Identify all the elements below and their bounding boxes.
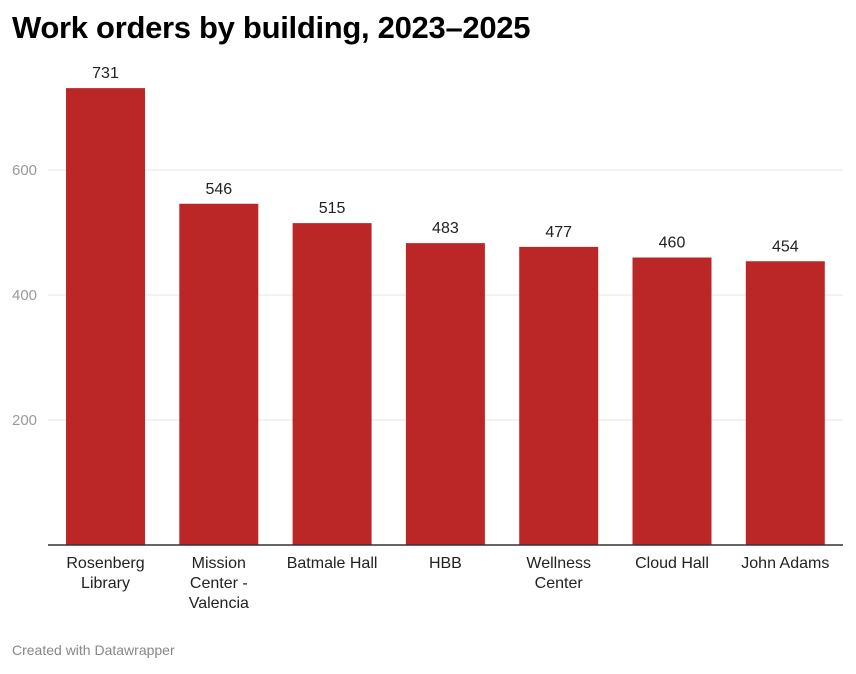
x-tick-label: Mission Center - Valencia [189,555,249,612]
bar [519,246,599,545]
x-tick-label-line: Wellness [526,555,591,572]
bar [292,223,372,545]
x-tick-label: Rosenberg Library [66,555,144,592]
x-tick-label-line: Mission [192,555,246,572]
x-tick-label-line: Cloud Hall [635,555,709,572]
x-tick-label-line: Library [81,575,130,592]
x-tick-label-line: Valencia [189,595,249,612]
x-tick-label: HBB [429,555,462,572]
bar [405,243,485,545]
bar [66,88,145,545]
x-tick-label-line: HBB [429,555,462,572]
x-tick-label-line: Center - [190,575,248,592]
bars [66,88,825,545]
x-axis-labels: Rosenberg Library Mission Center - Valencia B… [66,555,829,612]
x-tick-label-line: Batmale Hall [287,555,378,572]
value-label: 546 [205,181,232,198]
value-label: 477 [545,224,572,241]
value-label: 515 [319,200,346,217]
value-label: 460 [659,235,686,252]
value-labels: 731 546 515 483 477 460 454 [92,65,799,255]
y-tick-label: 200 [12,412,37,429]
x-tick-label-line: Rosenberg [66,555,144,572]
x-tick-label-line: Center [535,575,584,592]
value-label: 731 [92,65,119,82]
chart-title: Work orders by building, 2023–2025 [12,10,531,45]
footer-credit: Created with Datawrapper [12,642,175,658]
x-tick-label: Batmale Hall [287,555,378,572]
bar [632,257,712,545]
x-tick-label-line: John Adams [741,555,829,572]
bar [179,203,259,545]
y-tick-label: 400 [12,287,37,304]
x-tick-label: Cloud Hall [635,555,709,572]
value-label: 454 [772,238,799,255]
x-tick-label: Wellness Center [526,555,591,592]
x-tick-label: John Adams [741,555,829,572]
y-tick-label: 600 [12,162,37,179]
bar [745,261,825,545]
value-label: 483 [432,220,459,237]
